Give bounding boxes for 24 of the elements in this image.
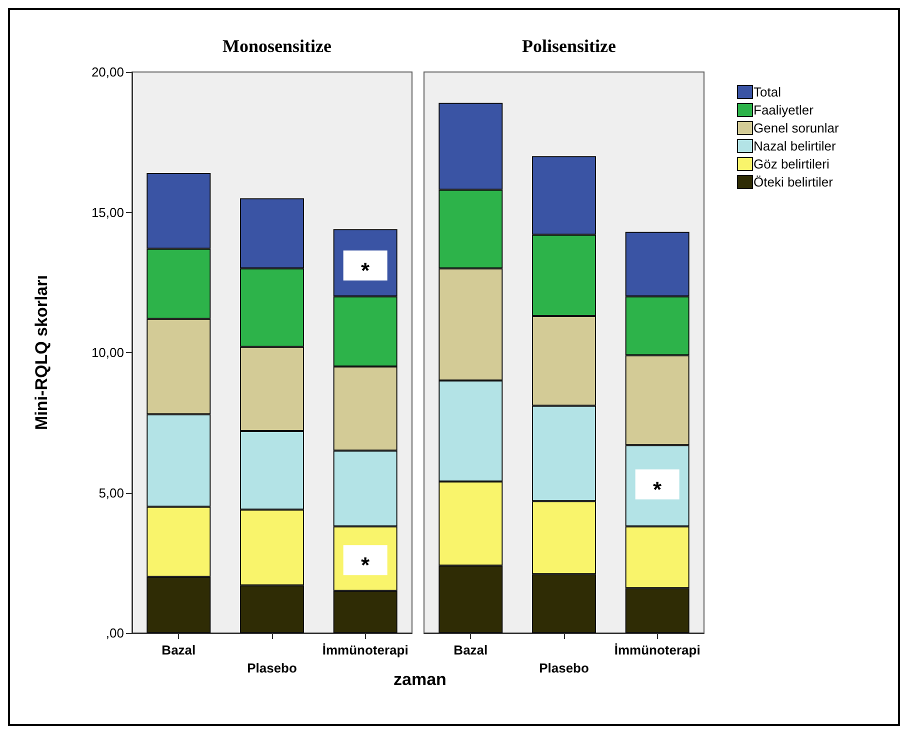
y-axis-title: Mini-RQLQ skorları [32, 275, 51, 430]
y-tick-label: 10,00 [91, 345, 124, 360]
legend-label: Genel sorunlar [754, 120, 840, 136]
y-tick-label: 15,00 [91, 204, 124, 220]
y-tick-label: ,00 [106, 626, 124, 640]
y-tick-label: 5,00 [98, 485, 124, 500]
legend-label: Faaliyetler [754, 102, 814, 118]
x-tick-label: Bazal [454, 642, 488, 658]
annotation: * [361, 552, 370, 578]
x-tick-label: İmmünoterapi [614, 642, 700, 658]
legend-label: Öteki belirtiler [754, 174, 834, 190]
x-tick-label: Plasebo [539, 660, 589, 676]
y-tick-label: 20,00 [91, 64, 124, 80]
legend-label: Nazal belirtiler [754, 138, 837, 154]
legend-label: Göz belirtileri [754, 156, 830, 172]
x-tick-label: İmmünoterapi [322, 642, 408, 658]
x-axis-title: zaman [392, 670, 448, 690]
x-tick-label: Plasebo [247, 660, 297, 676]
chart-title: Monosensitize [222, 36, 332, 56]
chart-title: Polisensitize [522, 36, 616, 56]
x-tick-label: Bazal [162, 642, 196, 658]
annotation: * [653, 476, 662, 502]
legend-label: Total [754, 84, 782, 100]
annotation: * [361, 258, 370, 284]
